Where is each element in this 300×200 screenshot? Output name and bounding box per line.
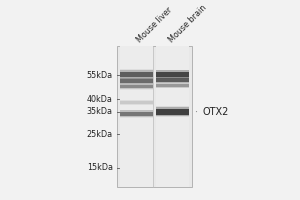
Bar bbox=[120, 83, 153, 85]
Bar bbox=[120, 88, 153, 89]
Bar bbox=[120, 100, 153, 101]
Bar bbox=[120, 77, 153, 79]
Bar bbox=[156, 83, 189, 84]
Bar bbox=[156, 82, 189, 83]
Bar bbox=[120, 72, 153, 77]
Bar bbox=[120, 100, 153, 101]
Text: Mouse brain: Mouse brain bbox=[167, 3, 209, 45]
Bar bbox=[120, 104, 153, 105]
Bar bbox=[120, 110, 153, 112]
Text: 40kDa: 40kDa bbox=[87, 95, 113, 104]
Bar bbox=[156, 83, 189, 84]
Bar bbox=[120, 77, 153, 79]
Text: OTX2: OTX2 bbox=[196, 107, 229, 117]
Bar bbox=[120, 46, 153, 187]
Bar bbox=[120, 110, 153, 112]
Bar bbox=[120, 84, 153, 85]
Text: 25kDa: 25kDa bbox=[86, 130, 113, 139]
Bar bbox=[156, 115, 189, 116]
Bar bbox=[120, 83, 153, 84]
Bar bbox=[156, 70, 189, 72]
Bar bbox=[120, 78, 153, 79]
Bar bbox=[156, 76, 189, 78]
Bar bbox=[156, 107, 189, 109]
Bar bbox=[156, 77, 189, 78]
Bar bbox=[120, 79, 153, 83]
Bar bbox=[156, 106, 189, 109]
Bar bbox=[156, 109, 189, 115]
Bar bbox=[120, 85, 153, 88]
Bar bbox=[156, 77, 189, 78]
Text: 55kDa: 55kDa bbox=[86, 71, 113, 80]
Bar bbox=[120, 116, 153, 118]
Text: Mouse liver: Mouse liver bbox=[135, 6, 174, 45]
Bar bbox=[156, 70, 189, 72]
Bar bbox=[117, 46, 192, 187]
Text: 15kDa: 15kDa bbox=[87, 163, 113, 172]
Bar bbox=[120, 112, 153, 116]
Bar bbox=[156, 46, 189, 187]
Bar bbox=[120, 69, 153, 72]
Bar bbox=[120, 116, 153, 117]
Bar bbox=[156, 84, 189, 87]
Bar bbox=[120, 101, 153, 104]
Bar bbox=[156, 87, 189, 88]
Bar bbox=[120, 77, 153, 79]
Bar bbox=[156, 72, 189, 77]
Text: 35kDa: 35kDa bbox=[87, 107, 113, 116]
Bar bbox=[156, 87, 189, 88]
Bar bbox=[156, 82, 189, 83]
Bar bbox=[120, 88, 153, 90]
Bar bbox=[120, 83, 153, 85]
Bar bbox=[120, 70, 153, 72]
Bar bbox=[156, 78, 189, 82]
Bar bbox=[156, 115, 189, 117]
Bar bbox=[120, 104, 153, 105]
Bar bbox=[156, 77, 189, 79]
